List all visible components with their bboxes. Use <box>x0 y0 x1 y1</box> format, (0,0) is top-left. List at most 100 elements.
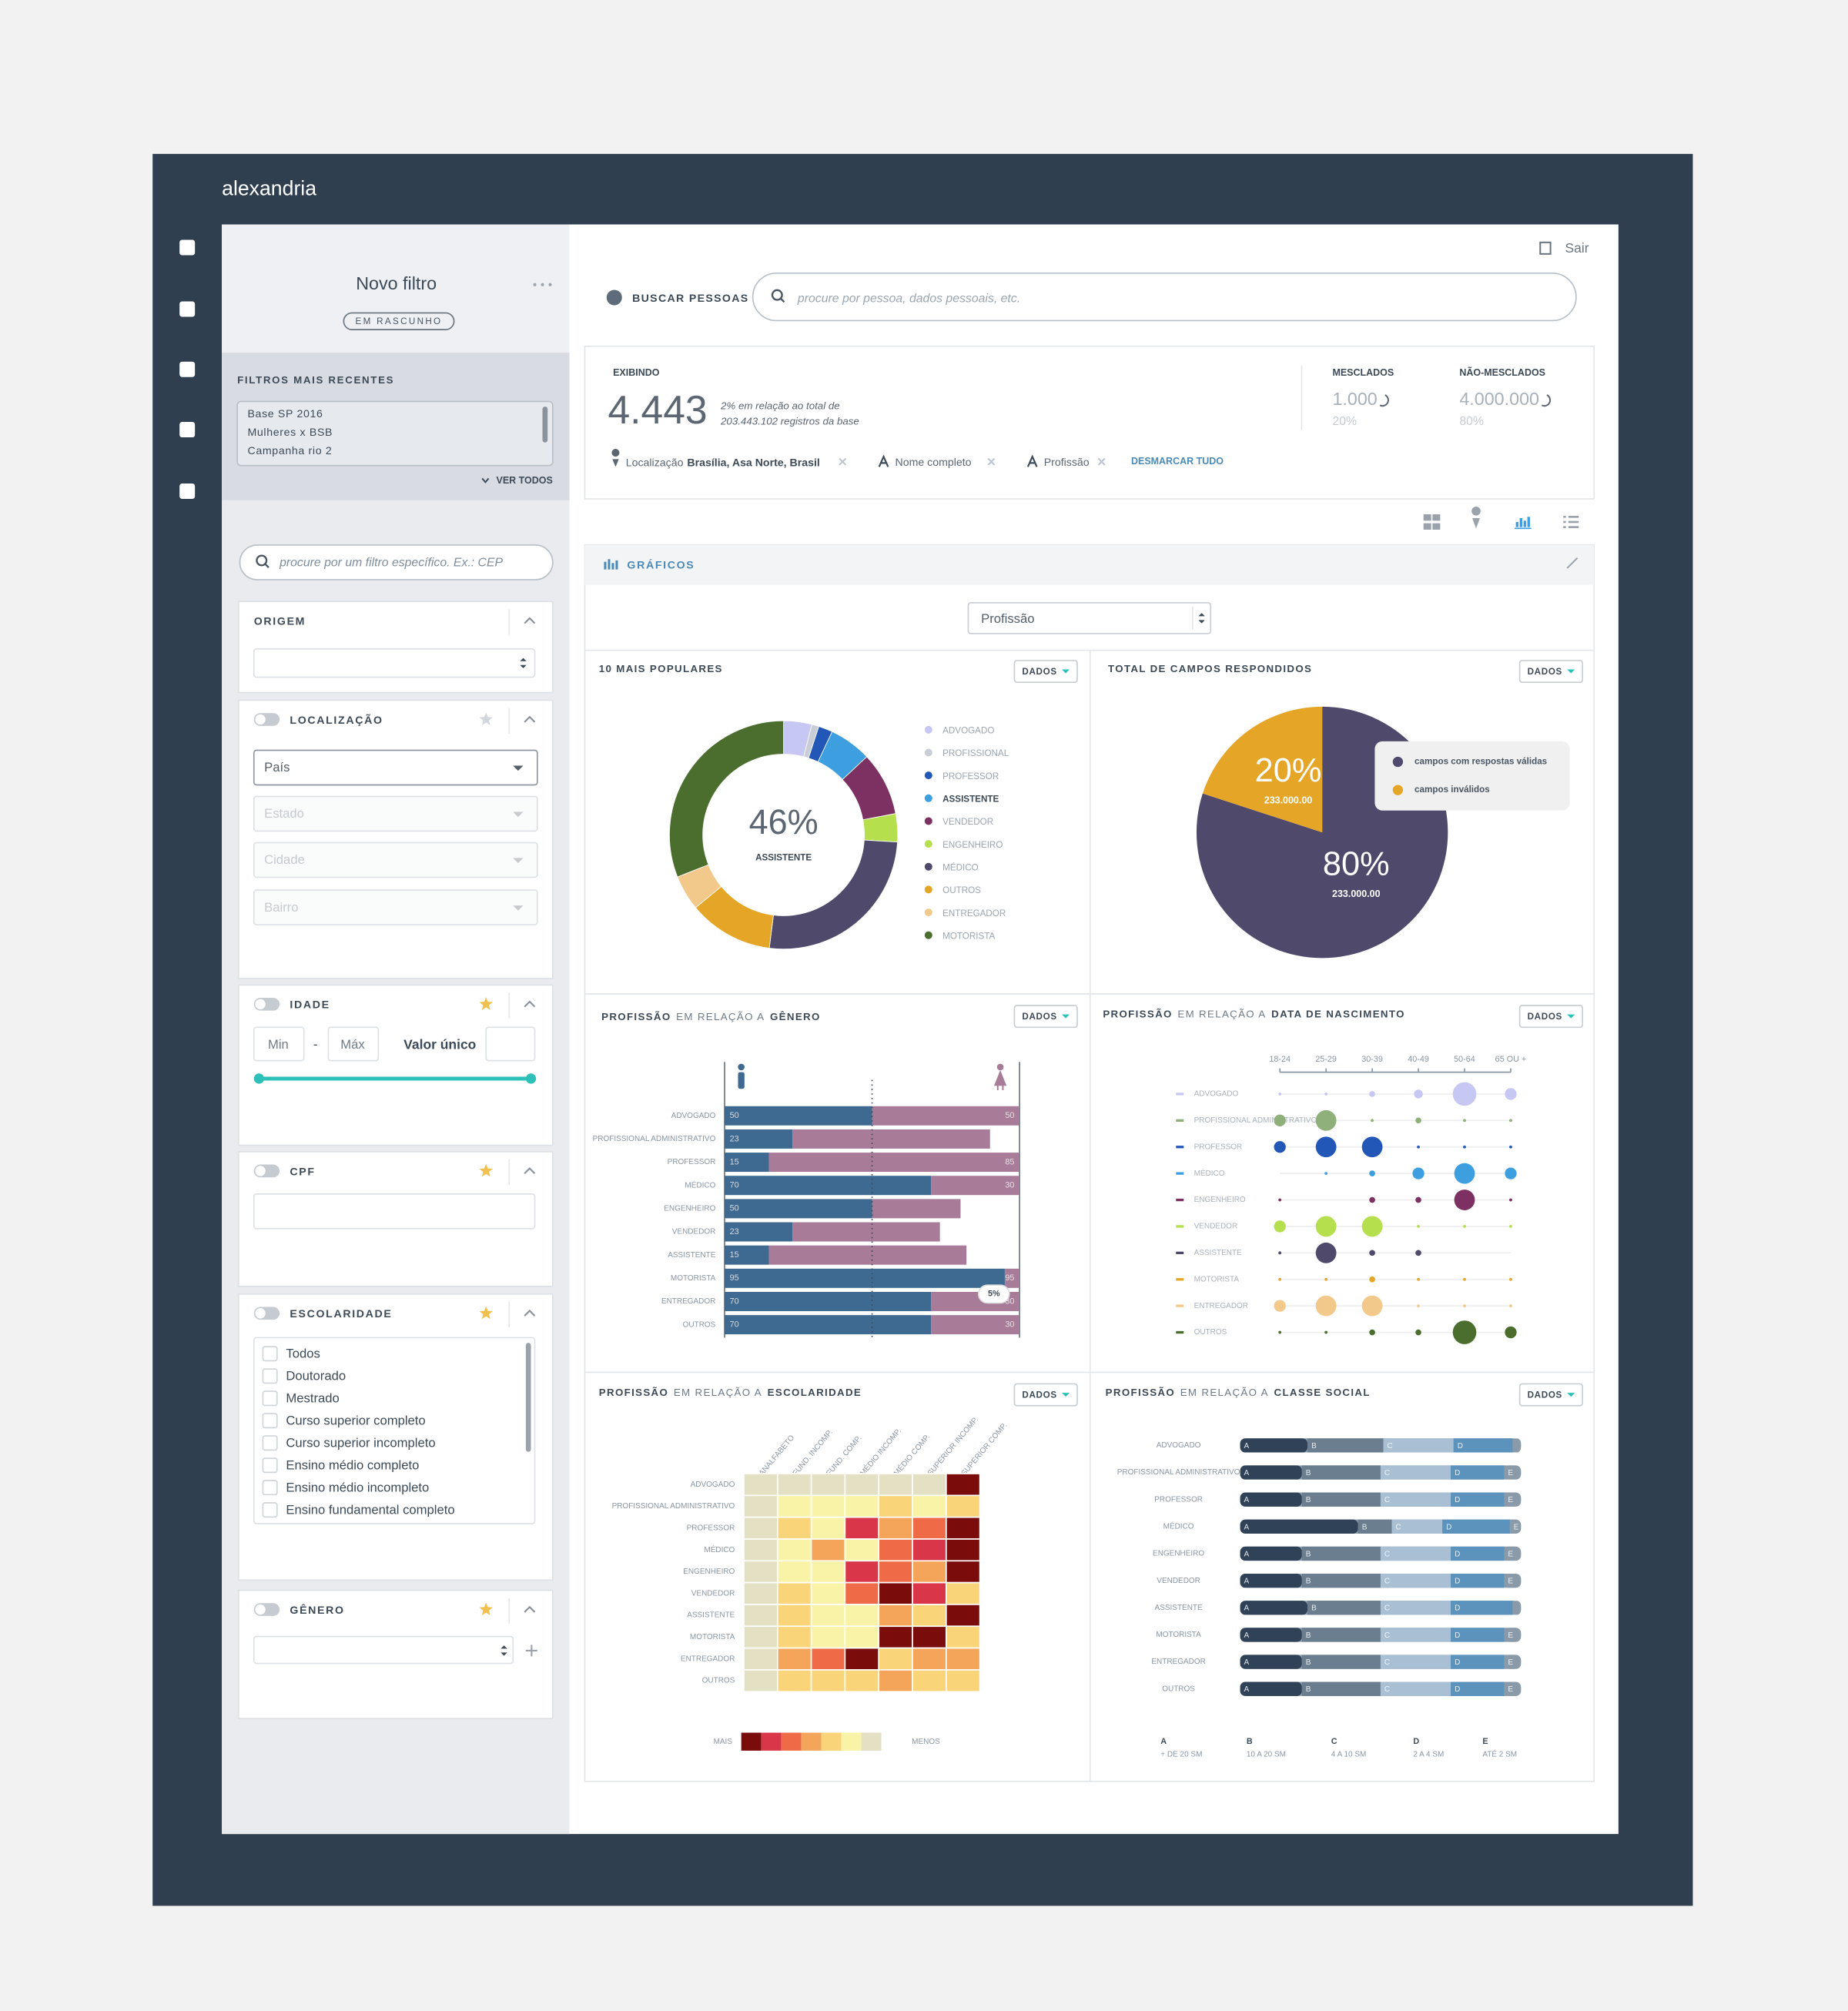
favorite-star[interactable] <box>479 1306 493 1320</box>
bubble <box>1414 1089 1423 1099</box>
heat-cell <box>743 1538 778 1562</box>
view-list[interactable] <box>1563 520 1566 524</box>
heat-cell <box>945 1604 981 1628</box>
bar-segment <box>1307 1601 1381 1615</box>
collapse-toggle[interactable] <box>524 1000 536 1008</box>
bar-segment <box>1240 1573 1302 1588</box>
data-button[interactable] <box>1518 1383 1584 1407</box>
heat-cell <box>878 1581 913 1605</box>
title-relation: EM RELAÇÃO A <box>1180 1387 1269 1398</box>
collapse-toggle[interactable] <box>524 1605 536 1613</box>
bubble <box>1315 1109 1337 1131</box>
view-list[interactable] <box>1563 526 1566 528</box>
row-label: ENGENHEIRO <box>683 1568 735 1576</box>
view-charts[interactable] <box>1523 520 1526 527</box>
input[interactable] <box>327 1026 380 1062</box>
row-label: PROFESSOR <box>1194 1143 1243 1151</box>
data-button[interactable] <box>1013 1383 1078 1407</box>
slider-handle[interactable] <box>253 1073 265 1084</box>
data-button[interactable] <box>1518 660 1584 684</box>
checkbox[interactable] <box>262 1413 278 1429</box>
dropdown[interactable] <box>253 842 538 878</box>
collapse-toggle[interactable] <box>524 1167 536 1174</box>
heat-cell <box>810 1538 846 1562</box>
input[interactable] <box>253 1193 536 1230</box>
nav-icon[interactable] <box>179 301 196 317</box>
stat-label: EXIBINDO <box>613 367 660 378</box>
dropdown[interactable] <box>253 889 538 925</box>
checkbox[interactable] <box>262 1457 278 1474</box>
dropdown[interactable] <box>253 749 538 786</box>
more-menu[interactable] <box>548 283 552 286</box>
checkbox[interactable] <box>262 1435 278 1451</box>
favorite-star[interactable] <box>479 712 493 725</box>
bar-segment <box>1240 1601 1308 1615</box>
row-label: VENDEDOR <box>691 1589 735 1598</box>
select[interactable] <box>253 648 536 678</box>
nav-icon[interactable] <box>179 484 196 500</box>
slider-handle[interactable] <box>525 1073 537 1084</box>
recent-filter[interactable]: Campanha rio 2 <box>247 444 332 457</box>
collapse-toggle[interactable] <box>524 1309 536 1317</box>
filter-search[interactable] <box>239 544 554 581</box>
more-menu[interactable] <box>541 283 544 286</box>
select[interactable] <box>253 1635 514 1665</box>
people-search[interactable] <box>752 272 1577 322</box>
value-label: 95 <box>1005 1273 1014 1283</box>
bubble <box>1509 1145 1512 1149</box>
bar-segment <box>1380 1573 1451 1588</box>
dropdown[interactable] <box>253 795 538 832</box>
data-button[interactable] <box>1013 660 1078 684</box>
nav-icon[interactable] <box>179 361 196 377</box>
bubble <box>1417 1225 1420 1228</box>
checkbox[interactable] <box>262 1346 278 1362</box>
view-grid[interactable] <box>1423 523 1431 530</box>
collapse-toggle[interactable] <box>524 617 536 624</box>
checkbox[interactable] <box>262 1502 278 1518</box>
value-label: 50 <box>1005 1227 1014 1236</box>
category-label: ADVOGADO <box>1157 1441 1201 1450</box>
checkbox[interactable] <box>262 1368 278 1384</box>
logout[interactable]: Sair <box>1565 240 1589 256</box>
dropdown-arrow <box>513 811 524 818</box>
favorite-star[interactable] <box>479 1602 493 1616</box>
segment-label: D <box>1455 1631 1460 1640</box>
view-grid[interactable] <box>1432 523 1441 530</box>
chart-selector[interactable] <box>967 602 1212 634</box>
view-map[interactable] <box>1471 506 1481 529</box>
view-grid[interactable] <box>1432 514 1441 521</box>
more-menu[interactable] <box>533 283 537 286</box>
see-all-link[interactable]: VER TODOS <box>497 475 553 486</box>
bubble <box>1454 1190 1475 1210</box>
clear-all[interactable]: DESMARCAR TUDO <box>1131 456 1224 467</box>
recent-filter[interactable]: Base SP 2016 <box>247 407 323 420</box>
input[interactable] <box>485 1026 536 1062</box>
favorite-star[interactable] <box>479 1163 493 1177</box>
input[interactable] <box>253 1026 305 1062</box>
view-charts[interactable] <box>1527 517 1530 527</box>
collapse-toggle[interactable] <box>524 715 536 723</box>
segment-label: E <box>1508 1685 1513 1694</box>
checkbox[interactable] <box>262 1480 278 1496</box>
segment-label: C <box>1384 1631 1390 1640</box>
data-button[interactable] <box>1013 1005 1078 1029</box>
data-button[interactable] <box>1518 1005 1584 1029</box>
view-list[interactable] <box>1563 515 1566 518</box>
favorite-star[interactable] <box>479 997 493 1010</box>
view-charts[interactable] <box>1515 521 1518 527</box>
nav-icon[interactable] <box>179 422 196 438</box>
view-grid[interactable] <box>1423 514 1431 521</box>
recent-filter[interactable]: Mulheres x BSB <box>247 426 333 438</box>
checkbox[interactable] <box>262 1390 278 1407</box>
heat-cell <box>912 1516 947 1540</box>
card-title: IDADE <box>290 999 330 1011</box>
dropdown-value: Cidade <box>264 852 305 867</box>
bar <box>768 1153 1020 1173</box>
bubble <box>1452 1320 1477 1344</box>
title-subject: PROFISSÃO <box>1103 1008 1172 1019</box>
nav-icon[interactable] <box>179 239 196 256</box>
view-charts[interactable] <box>1519 517 1522 527</box>
bar-segment <box>1512 1601 1522 1615</box>
row-label: ENTREGADOR <box>1194 1302 1248 1310</box>
title-relation: EM RELAÇÃO A <box>674 1387 762 1398</box>
